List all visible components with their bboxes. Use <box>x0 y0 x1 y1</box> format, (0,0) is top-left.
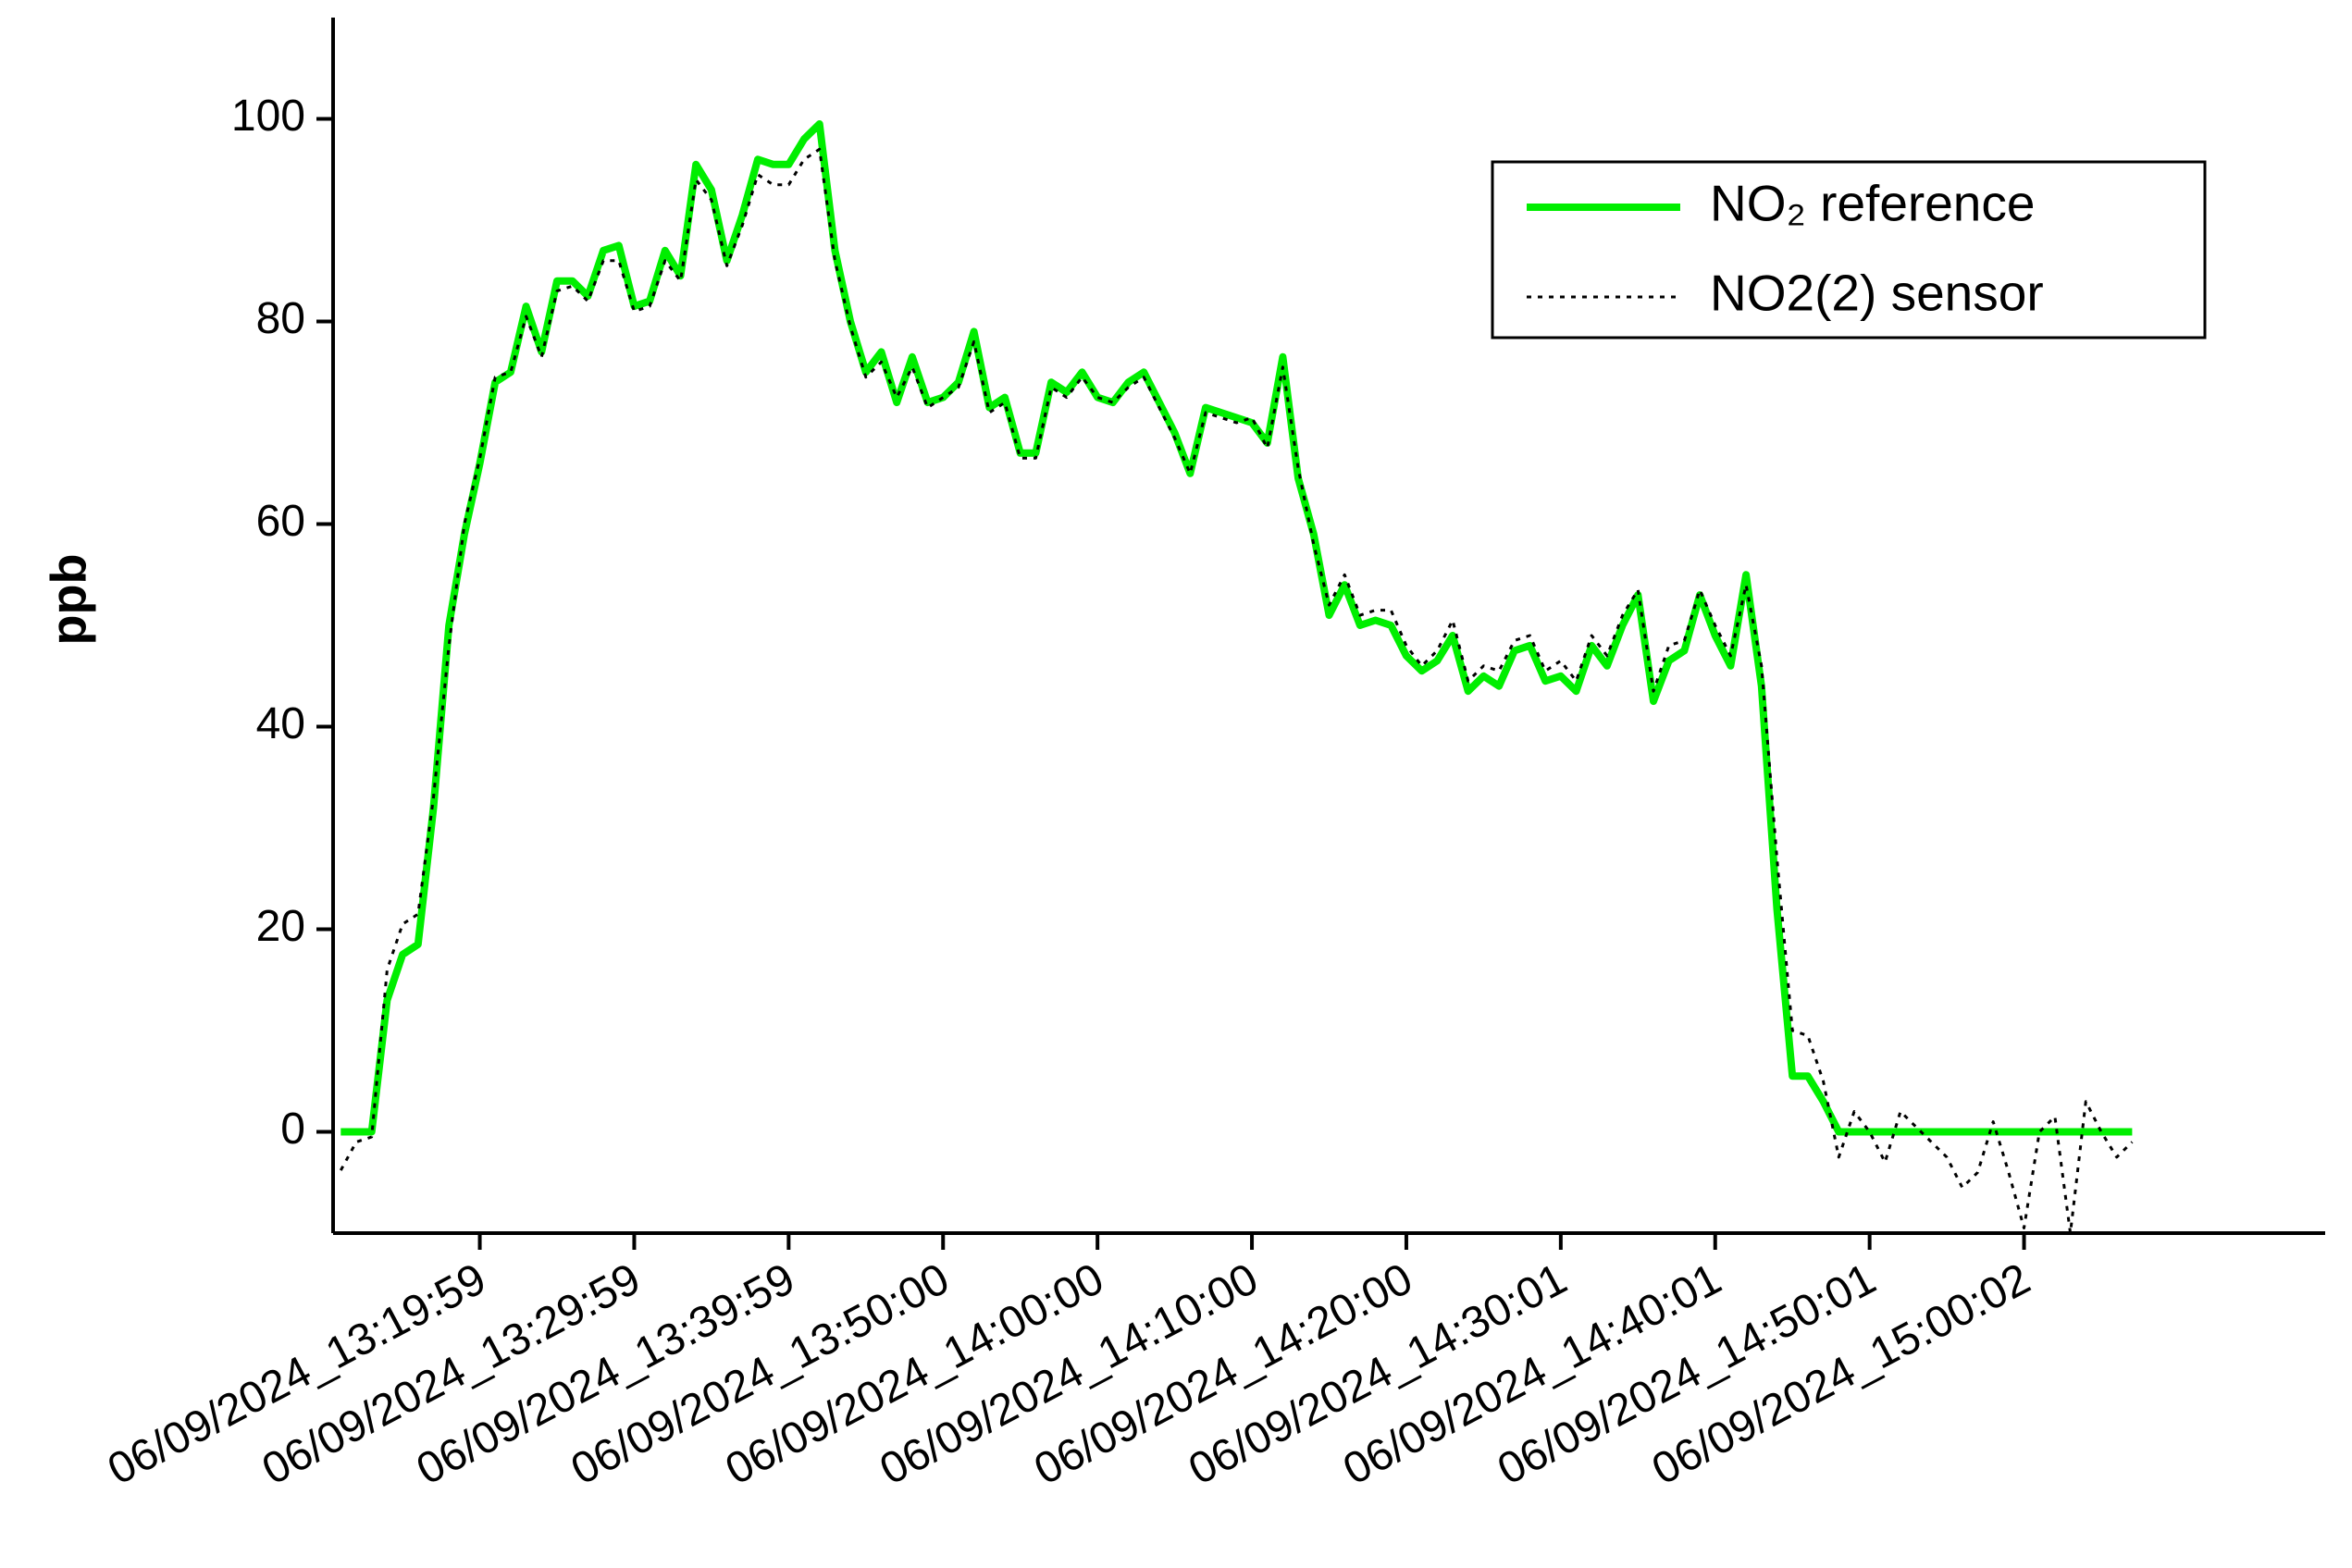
y-axis-label: ppb <box>41 554 96 646</box>
y-tick-label: 0 <box>280 1105 305 1154</box>
series-line <box>339 147 2134 1235</box>
y-tick-label: 80 <box>256 294 305 343</box>
y-tick-label: 20 <box>256 902 305 951</box>
legend-label: NO2(2) sensor <box>1710 265 2044 322</box>
legend-box <box>1491 160 2207 340</box>
legend-label: NO₂ reference <box>1710 175 2035 232</box>
series-line <box>340 120 2133 1136</box>
y-tick-label: 40 <box>256 699 305 748</box>
y-tick-label: 60 <box>256 497 305 546</box>
y-tick-label: 100 <box>231 92 305 141</box>
